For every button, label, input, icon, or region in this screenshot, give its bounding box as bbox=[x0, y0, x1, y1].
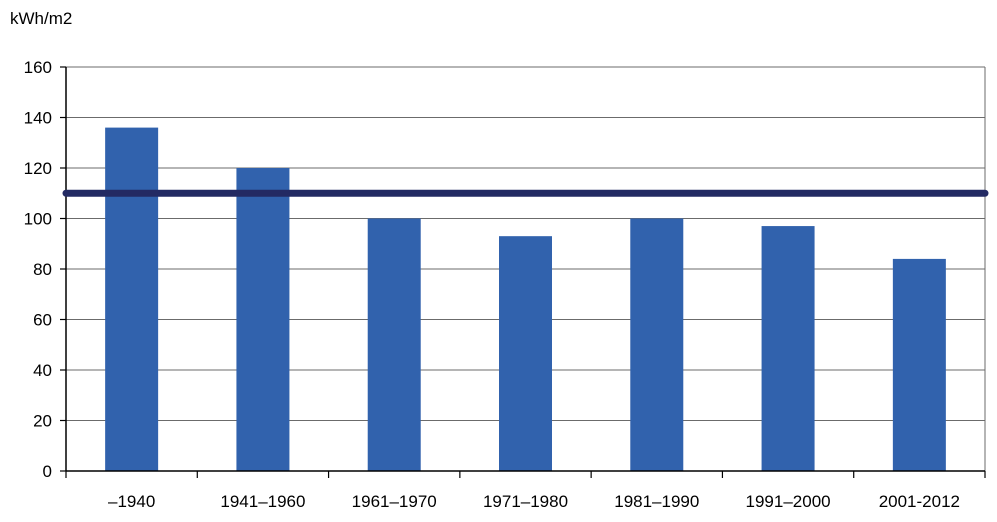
x-tick-label: 1991–2000 bbox=[746, 492, 831, 511]
y-tick-label: 120 bbox=[24, 159, 52, 178]
y-tick-label: 0 bbox=[43, 462, 52, 481]
x-tick-label: –1940 bbox=[108, 492, 155, 511]
bar bbox=[499, 236, 552, 471]
x-tick-label: 1971–1980 bbox=[483, 492, 568, 511]
y-tick-label: 100 bbox=[24, 210, 52, 229]
bar bbox=[761, 226, 815, 471]
bar bbox=[892, 258, 946, 471]
x-tick-label: 2001-2012 bbox=[879, 492, 960, 511]
x-tick-label: 1981–1990 bbox=[614, 492, 699, 511]
y-tick-label: 20 bbox=[33, 412, 52, 431]
y-tick-label: 160 bbox=[24, 58, 52, 77]
bar bbox=[105, 127, 159, 471]
bar bbox=[367, 218, 421, 471]
bars bbox=[105, 127, 946, 471]
y-tick-label: 40 bbox=[33, 361, 52, 380]
tick-labels: 0 20 40 60 80 100 120 140 160 –1940 1941–1960 1961–… bbox=[24, 58, 960, 511]
bar bbox=[236, 168, 290, 471]
bar bbox=[630, 218, 684, 471]
axes bbox=[60, 66, 986, 478]
x-tick-label: 1941–1960 bbox=[220, 492, 305, 511]
x-tick-label: 1961–1970 bbox=[352, 492, 437, 511]
y-tick-label: 60 bbox=[33, 311, 52, 330]
y-tick-label: 80 bbox=[33, 260, 52, 279]
y-tick-label: 140 bbox=[24, 109, 52, 128]
y-axis-unit-label: kWh/m2 bbox=[10, 9, 72, 28]
